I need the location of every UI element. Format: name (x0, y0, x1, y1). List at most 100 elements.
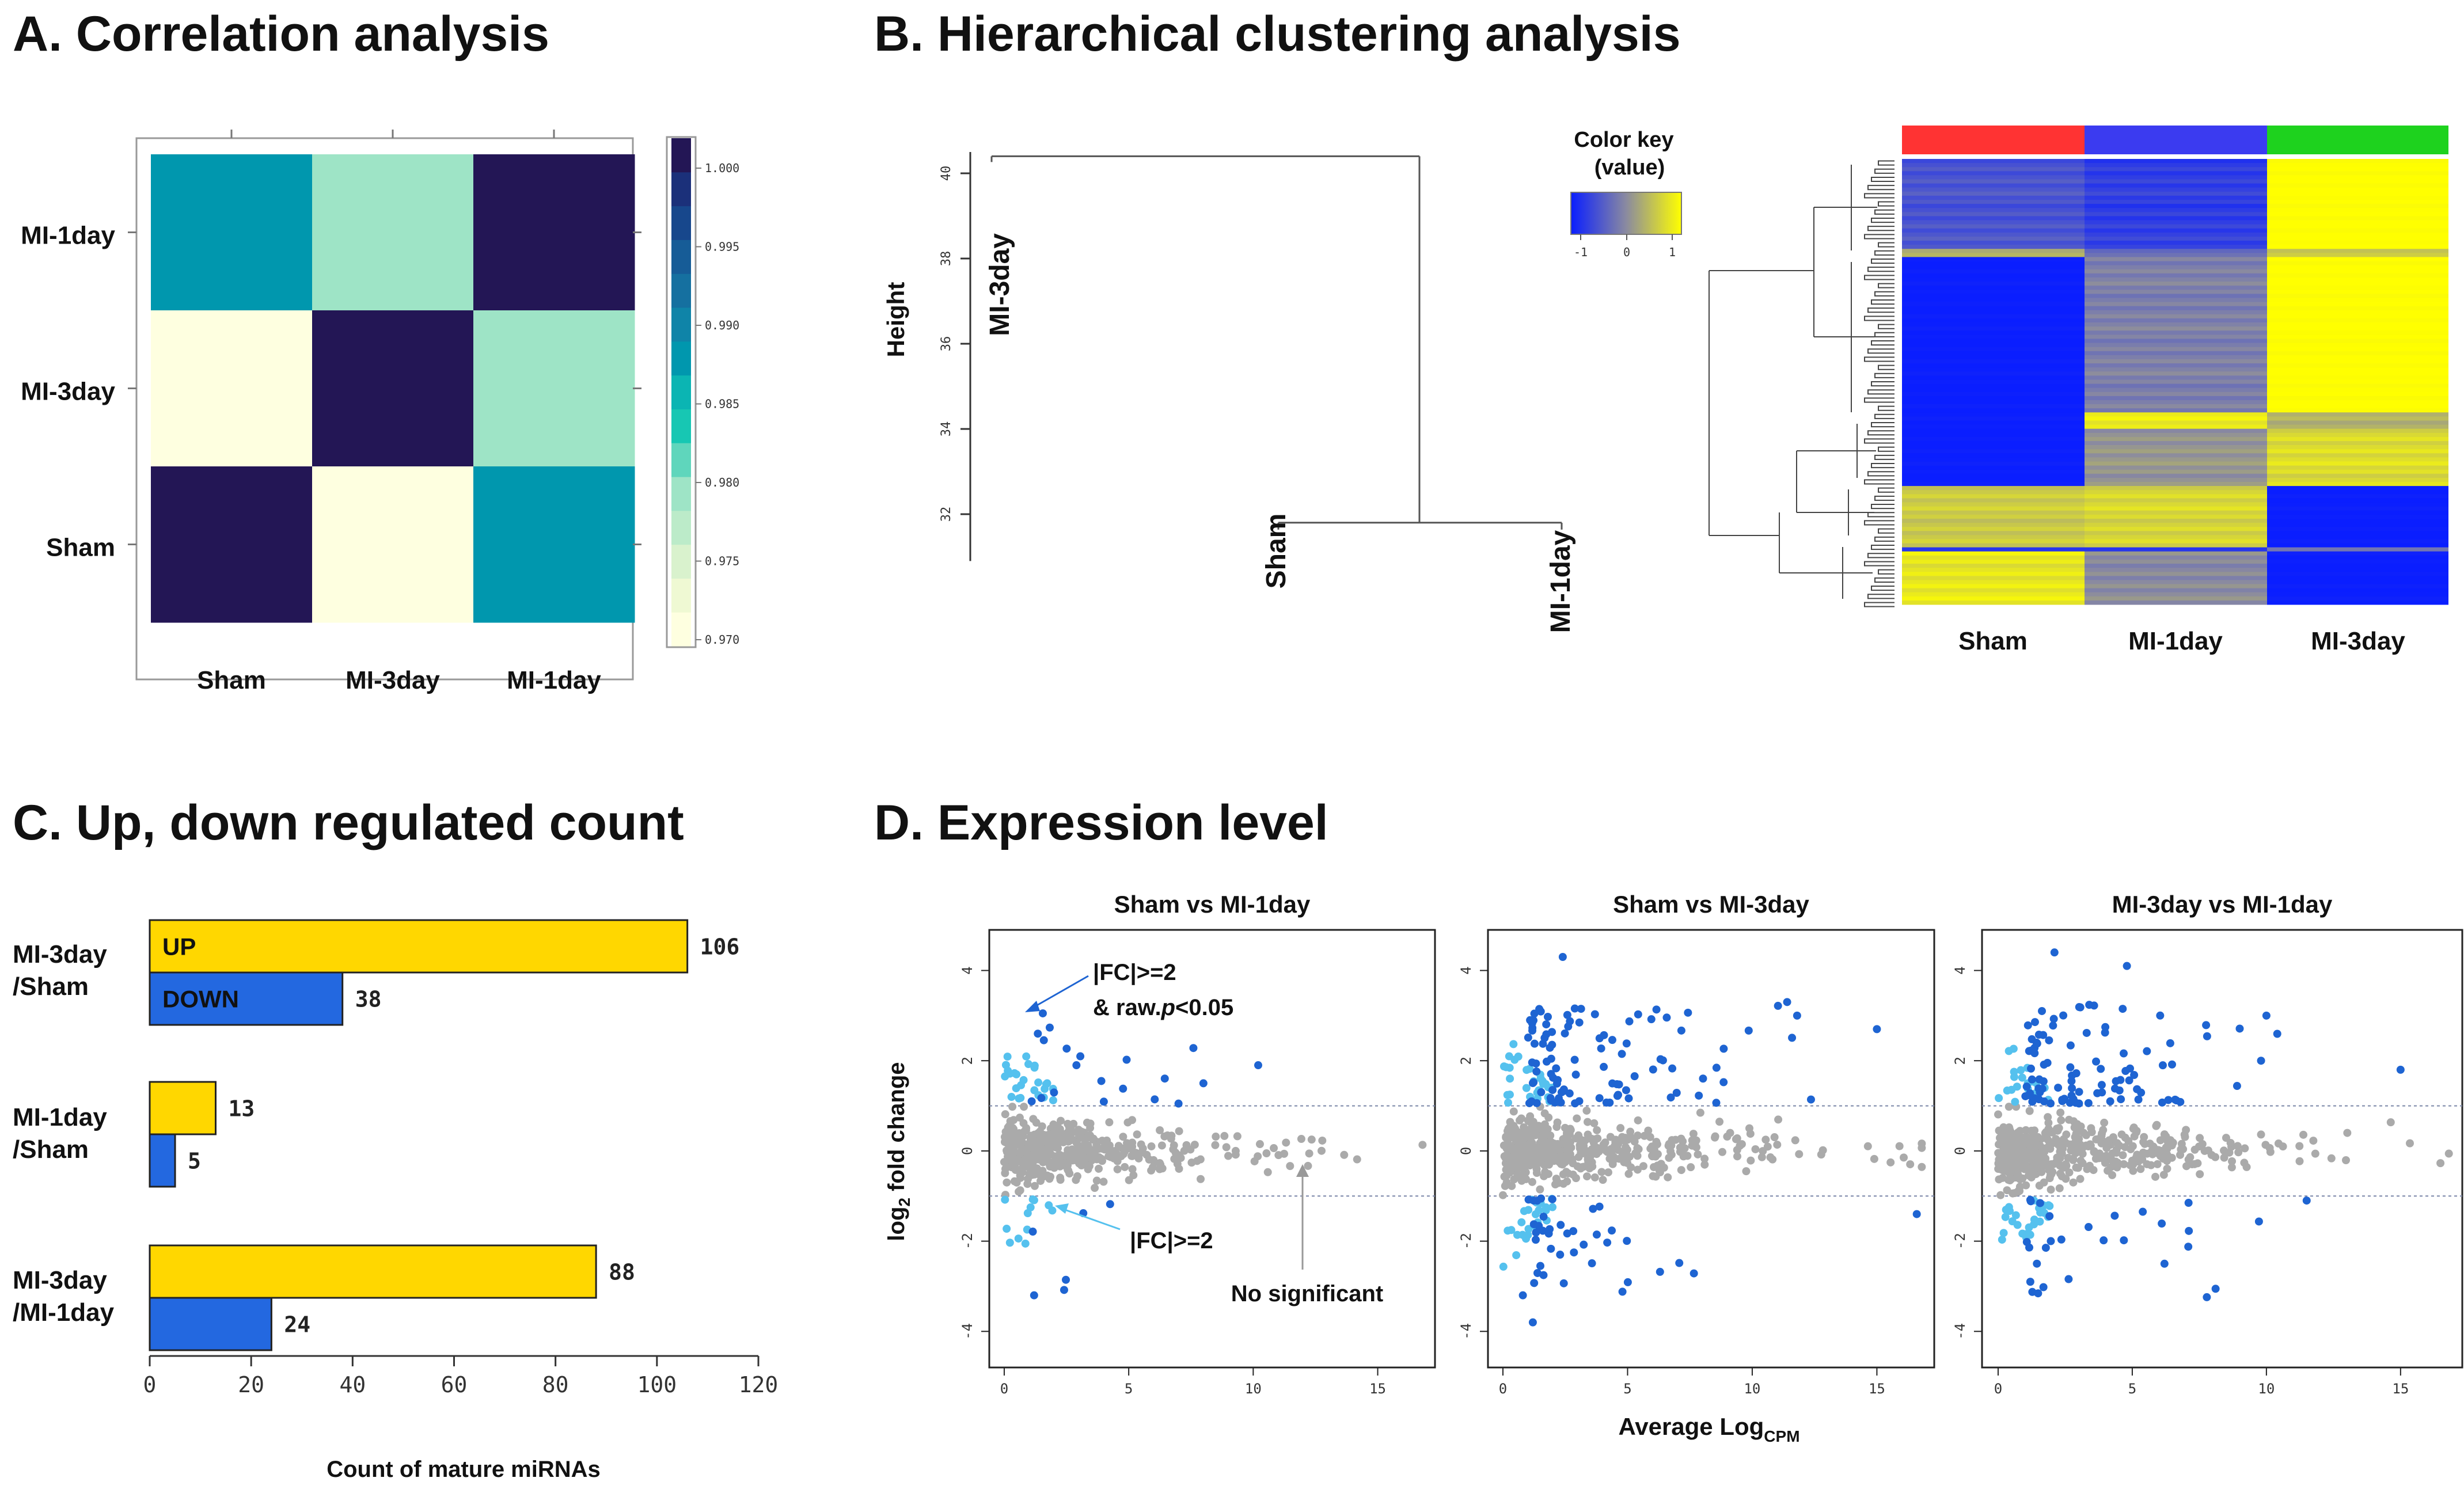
heatmap-cell (312, 310, 474, 467)
point-not-significant (1559, 1135, 1567, 1144)
point-fold-change (1012, 1070, 1021, 1078)
heatmap-row-cell (1902, 306, 2085, 311)
heatmap-row-cell (2085, 461, 2267, 466)
panel-c-title: C. Up, down regulated count (13, 795, 684, 850)
heatmap-row-cell (2085, 576, 2267, 580)
point-not-significant (1668, 1136, 1676, 1145)
point-fold-change (1021, 1239, 1030, 1248)
annotation-arrow-fc (1058, 1206, 1121, 1230)
point-significant (1589, 1205, 1597, 1213)
point-not-significant (1634, 1116, 1642, 1125)
x-axis-label: Average LogCPM (1618, 1413, 1799, 1445)
point-not-significant (1048, 1130, 1057, 1138)
heatmap-row-cell (2267, 265, 2448, 270)
annotation-arrowhead-sig (1025, 1001, 1040, 1012)
heatmap-row-cell (2085, 404, 2267, 409)
point-significant (1806, 1095, 1815, 1104)
heatmap-row-cell (2085, 191, 2267, 196)
heatmap-row-cell (2085, 494, 2267, 499)
point-not-significant (1573, 1114, 1581, 1123)
point-not-significant (2007, 1175, 2015, 1183)
heatmap-row-cell (1902, 408, 2085, 413)
point-not-significant (1304, 1161, 1312, 1170)
heatmap-row-cell (2267, 294, 2448, 298)
point-significant (1623, 1237, 1631, 1245)
heatmap-row-cell (1902, 163, 2085, 168)
point-not-significant (1156, 1126, 1164, 1134)
point-significant (1569, 1227, 1578, 1236)
column-color-bar (2085, 126, 2267, 154)
heatmap-row-cell (2267, 428, 2448, 434)
point-significant (1533, 1268, 1542, 1277)
point-not-significant (1627, 1163, 1635, 1172)
point-not-significant (1552, 1123, 1561, 1131)
heatmap-row-cell (1902, 204, 2085, 208)
heatmap-row-cell (2267, 257, 2448, 261)
point-significant (2203, 1293, 2211, 1301)
point-significant (2072, 1069, 2080, 1078)
point-not-significant (1501, 1182, 1509, 1190)
point-not-significant (1817, 1150, 1825, 1159)
point-not-significant (2102, 1144, 2111, 1152)
point-significant (1530, 1279, 1539, 1287)
x-tick-label: 5 (1623, 1381, 1631, 1397)
point-not-significant (2020, 1161, 2029, 1170)
point-significant (2041, 1244, 2050, 1252)
point-significant (1618, 1050, 1626, 1058)
heatmap-row-cell (2267, 432, 2448, 438)
point-significant (2125, 1076, 2133, 1085)
point-not-significant (2030, 1163, 2039, 1171)
panel-a-title: A. Correlation analysis (13, 6, 549, 62)
point-fold-change (1028, 1195, 1037, 1204)
heatmap-row-cell (2085, 159, 2267, 164)
y-axis-label-sub: 2 (895, 1198, 913, 1207)
heatmap-row-cell (2085, 506, 2267, 511)
bar-value-label: 88 (609, 1260, 635, 1285)
heatmap-row-cell (1902, 445, 2085, 450)
point-significant (1099, 1097, 1108, 1106)
heatmap-row-cell (1902, 179, 2085, 184)
heatmap-row-cell (2267, 220, 2448, 225)
point-not-significant (1011, 1157, 1020, 1165)
point-fold-change (2018, 1229, 2027, 1238)
point-fold-change (1514, 1053, 1523, 1061)
heatmap-row-cell (2267, 159, 2448, 164)
point-not-significant (2163, 1150, 2171, 1159)
point-not-significant (1499, 1191, 1508, 1199)
point-not-significant (2188, 1160, 2196, 1169)
heatmap-row-cell (2085, 527, 2267, 531)
point-not-significant (2021, 1133, 2030, 1142)
point-significant (2028, 1075, 2036, 1084)
point-not-significant (1262, 1149, 1271, 1158)
annotation-sig-part: <0.05 (1175, 995, 1233, 1020)
point-not-significant (1677, 1134, 1685, 1143)
heatmap-row-cell (2267, 183, 2448, 188)
heatmap-row-cell (1902, 367, 2085, 372)
point-significant (1529, 1220, 1538, 1229)
point-not-significant (1565, 1146, 1573, 1154)
point-not-significant (2052, 1158, 2060, 1167)
heatmap-row-cell (2085, 261, 2267, 266)
heatmap-row-cell (2267, 302, 2448, 307)
point-significant (1122, 1055, 1131, 1064)
heatmap-row-cell (2085, 588, 2267, 593)
point-significant (1528, 1318, 1537, 1327)
point-not-significant (1022, 1124, 1031, 1133)
point-significant (1189, 1044, 1198, 1053)
heatmap-row-cell (2085, 200, 2267, 204)
point-not-significant (1599, 1176, 1607, 1184)
point-significant (2143, 1047, 2151, 1055)
point-not-significant (1711, 1133, 1719, 1142)
ma-plots: Sham vs MI-1day 0 5 10 15 -4 -2 0 2 4 |FC|>=2 & raw… (884, 891, 2463, 1445)
x-tick-label: 20 (238, 1372, 264, 1397)
point-not-significant (2204, 1146, 2212, 1155)
annotation-arrow-sig (1027, 975, 1089, 1012)
point-not-significant (2186, 1153, 2195, 1161)
heatmap-row-cell (2267, 596, 2448, 601)
point-not-significant (1095, 1164, 1103, 1173)
point-significant (1548, 1086, 1557, 1095)
point-not-significant (1072, 1153, 1080, 1162)
heatmap-row-cell (2267, 600, 2448, 605)
point-not-significant (1558, 1160, 1567, 1169)
point-not-significant (2128, 1142, 2137, 1150)
